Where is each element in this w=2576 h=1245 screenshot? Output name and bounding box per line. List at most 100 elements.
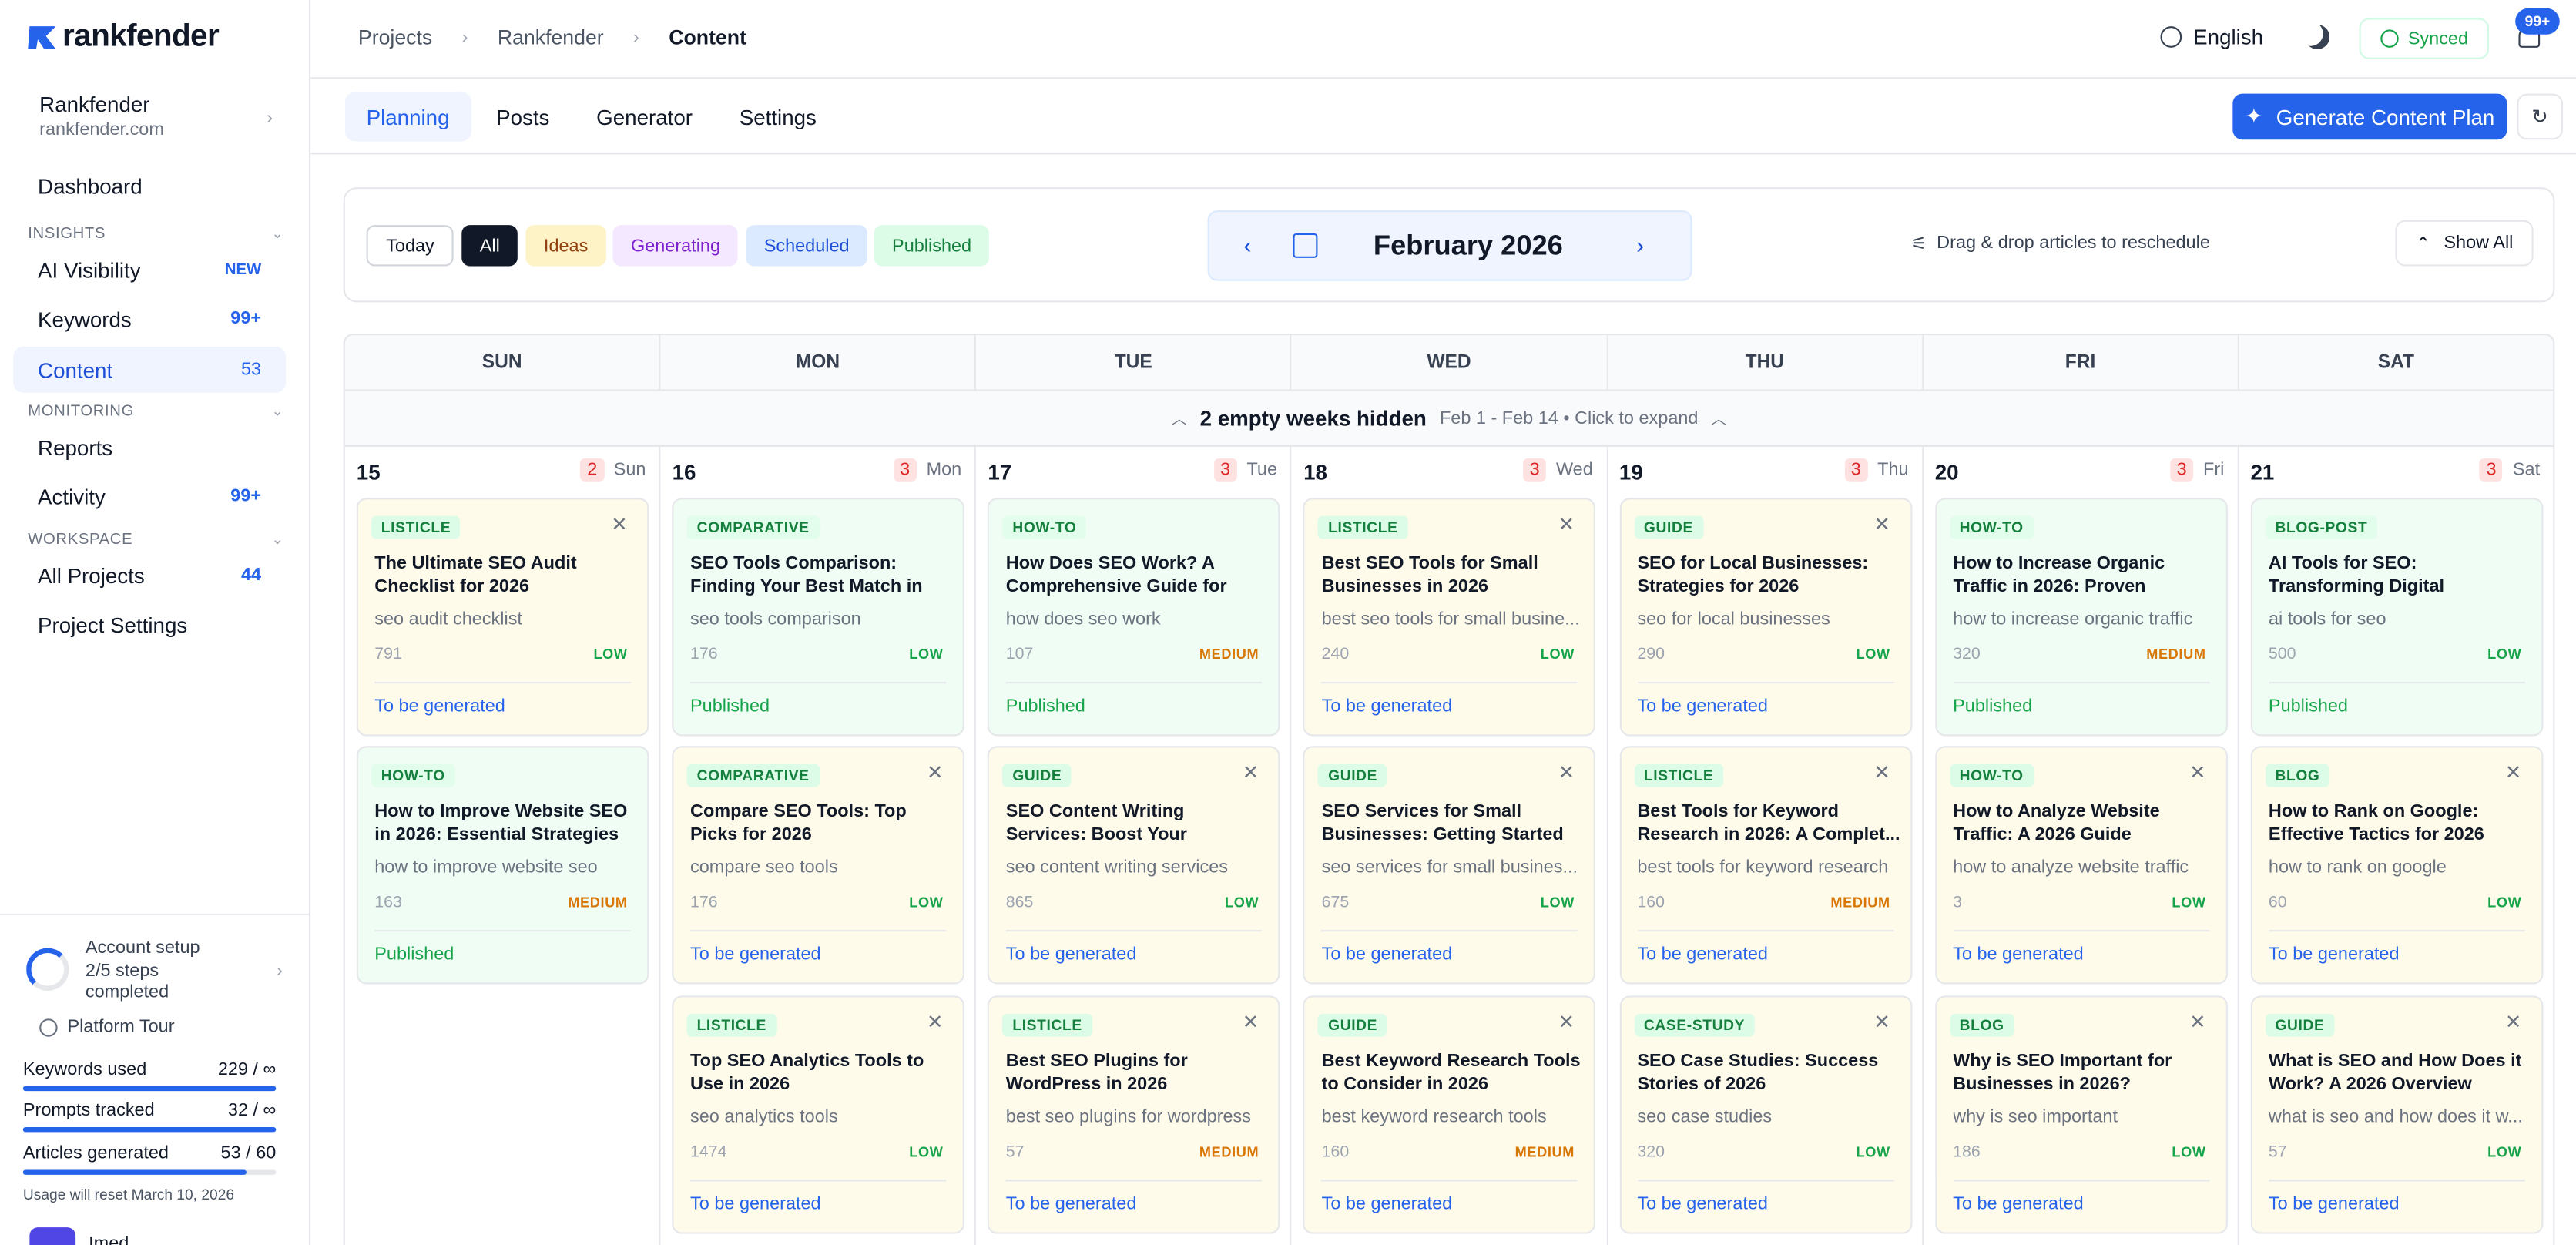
project-switcher[interactable]: Rankfender rankfender.com › [13, 86, 293, 151]
article-status[interactable]: To be generated [1637, 1194, 1768, 1215]
article-card[interactable]: BLOG ✕ Why is SEO Important for Businesses… [1934, 995, 2228, 1234]
sidebar-item-all-projects[interactable]: All Projects 44 [13, 552, 286, 599]
section-insights[interactable]: INSIGHTS ⌄ [28, 225, 284, 243]
article-status[interactable]: To be generated [1953, 945, 2084, 965]
chevron-right-icon[interactable]: › [1636, 231, 1645, 258]
filter-all[interactable]: All [461, 225, 518, 267]
breadcrumb: Projects › Rankfender › Content [358, 26, 746, 49]
article-card[interactable]: LISTICLE ✕ Best SEO Tools for Small Busine… [1303, 498, 1596, 737]
article-status[interactable]: To be generated [374, 696, 505, 716]
close-icon[interactable]: ✕ [2189, 760, 2206, 784]
chevron-left-icon[interactable]: ‹ [1243, 231, 1252, 258]
sidebar-item-ai-visibility[interactable]: AI Visibility NEW [13, 247, 286, 293]
article-card[interactable]: HOW-TO How Does SEO Work? A Comprehensive… [988, 498, 1280, 737]
close-icon[interactable]: ✕ [2504, 1010, 2522, 1034]
article-status[interactable]: To be generated [1321, 1194, 1453, 1215]
sidebar-item-dashboard[interactable]: Dashboard [13, 163, 286, 209]
article-card[interactable]: CASE-STUDY ✕ SEO Case Studies: Success Sto… [1618, 995, 1912, 1234]
close-icon[interactable]: ✕ [611, 512, 628, 536]
article-type-badge: HOW-TO [371, 763, 455, 787]
sidebar-item-content[interactable]: Content 53 [13, 346, 287, 393]
sidebar-item-keywords[interactable]: Keywords 99+ [13, 296, 286, 342]
article-card[interactable]: HOW-TO ✕ How to Analyze Website Traffic: A… [1934, 746, 2228, 985]
article-card[interactable]: GUIDE ✕ SEO Content Writing Services: Boos… [988, 746, 1280, 985]
divider [690, 930, 947, 932]
filter-scheduled[interactable]: Scheduled [746, 225, 868, 267]
article-status[interactable]: Published [1005, 696, 1085, 716]
article-status[interactable]: To be generated [690, 945, 821, 965]
article-card[interactable]: COMPARATIVE ✕ Compare SEO Tools: Top Picks… [672, 746, 965, 985]
section-workspace[interactable]: WORKSPACE ⌄ [28, 531, 284, 549]
article-card[interactable]: HOW-TO How to Increase Organic Traffic in… [1934, 498, 2228, 737]
article-status[interactable]: To be generated [1637, 696, 1768, 716]
article-status[interactable]: To be generated [2268, 945, 2400, 965]
tab-settings[interactable]: Settings [739, 104, 817, 129]
breadcrumb-project[interactable]: Rankfender [497, 26, 604, 49]
close-icon[interactable]: ✕ [2189, 1010, 2206, 1034]
filter-published[interactable]: Published [874, 225, 990, 267]
close-icon[interactable]: ✕ [1873, 1010, 1890, 1034]
brand-logo[interactable]: rankfender [26, 20, 220, 56]
article-status[interactable]: Published [690, 696, 770, 716]
account-setup[interactable]: Account setup 2/5 steps completed › [26, 938, 289, 1005]
tab-posts[interactable]: Posts [496, 104, 550, 129]
article-card[interactable]: GUIDE ✕ What is SEO and How Does it Work? … [2250, 995, 2544, 1234]
show-all-button[interactable]: ⌃ Show All [2395, 220, 2534, 267]
filter-generating[interactable]: Generating [612, 225, 739, 267]
article-title: How to Analyze Website Traffic: A 2026 G… [1953, 801, 2160, 845]
close-icon[interactable]: ✕ [927, 760, 944, 784]
current-month: February 2026 [1373, 230, 1563, 262]
hidden-weeks-toggle[interactable]: ︿ 2 empty weeks hidden Feb 1 - Feb 14 • … [343, 391, 2555, 448]
article-card[interactable]: LISTICLE ✕ Best SEO Plugins for WordPress … [988, 995, 1280, 1234]
article-card[interactable]: HOW-TO How to Improve Website SEO in 2026… [356, 746, 649, 985]
close-icon[interactable]: ✕ [2504, 760, 2522, 784]
article-card[interactable]: LISTICLE ✕ Best Tools for Keyword Research… [1618, 746, 1912, 985]
generate-content-plan-button[interactable]: ✦ Generate Content Plan [2232, 93, 2507, 140]
article-card[interactable]: BLOG ✕ How to Rank on Google: Effective Ta… [2250, 746, 2544, 985]
sidebar-item-reports[interactable]: Reports [13, 424, 286, 470]
article-status[interactable]: To be generated [1005, 945, 1137, 965]
sync-status[interactable]: Synced [2359, 18, 2490, 59]
article-status[interactable]: Published [374, 945, 454, 965]
refresh-button[interactable]: ↻ [2517, 93, 2564, 140]
article-status[interactable]: Published [1953, 696, 2033, 716]
close-icon[interactable]: ✕ [1873, 760, 1890, 784]
close-icon[interactable]: ✕ [1873, 512, 1890, 536]
filter-ideas[interactable]: Ideas [525, 225, 606, 267]
close-icon[interactable]: ✕ [1558, 512, 1575, 536]
language-selector[interactable]: English [2160, 25, 2263, 49]
article-status[interactable]: To be generated [2268, 1194, 2400, 1215]
calendar-icon[interactable] [1293, 233, 1318, 258]
article-card[interactable]: GUIDE ✕ SEO Services for Small Businesses:… [1303, 746, 1596, 985]
article-card[interactable]: BLOG-POST AI Tools for SEO: Transforming … [2250, 498, 2544, 737]
article-card[interactable]: LISTICLE ✕ Top SEO Analytics Tools to Use … [672, 995, 965, 1234]
breadcrumb-projects[interactable]: Projects [357, 26, 433, 49]
article-status[interactable]: To be generated [1321, 696, 1453, 716]
weekday-sat: SAT [2377, 352, 2414, 373]
platform-tour-link[interactable]: Platform Tour [39, 1017, 175, 1037]
article-card[interactable]: GUIDE ✕ Best Keyword Research Tools to Con… [1303, 995, 1596, 1234]
close-icon[interactable]: ✕ [1242, 760, 1259, 784]
tab-planning[interactable]: Planning [344, 92, 471, 142]
article-status[interactable]: To be generated [1321, 945, 1453, 965]
article-status[interactable]: To be generated [1637, 945, 1768, 965]
dark-mode-toggle-icon[interactable] [2305, 25, 2329, 49]
sidebar-item-activity[interactable]: Activity 99+ [13, 473, 286, 519]
close-icon[interactable]: ✕ [1558, 760, 1575, 784]
user-menu[interactable]: Imed [29, 1227, 129, 1245]
today-button[interactable]: Today [366, 225, 454, 267]
article-card[interactable]: LISTICLE ✕ The Ultimate SEO Audit Checklis… [356, 498, 649, 737]
sidebar-item-project-settings[interactable]: Project Settings [13, 602, 286, 648]
search-volume: 500 [2268, 646, 2296, 664]
article-status[interactable]: To be generated [1953, 1194, 2084, 1215]
close-icon[interactable]: ✕ [927, 1010, 944, 1034]
article-status[interactable]: To be generated [1005, 1194, 1137, 1215]
article-card[interactable]: COMPARATIVE SEO Tools Comparison: Finding… [672, 498, 965, 737]
section-monitoring[interactable]: MONITORING ⌄ [28, 403, 284, 421]
tab-generator[interactable]: Generator [596, 104, 693, 129]
close-icon[interactable]: ✕ [1242, 1010, 1259, 1034]
article-status[interactable]: Published [2268, 696, 2348, 716]
close-icon[interactable]: ✕ [1558, 1010, 1575, 1034]
article-status[interactable]: To be generated [690, 1194, 821, 1215]
article-card[interactable]: GUIDE ✕ SEO for Local Businesses: Strategi… [1618, 498, 1912, 737]
